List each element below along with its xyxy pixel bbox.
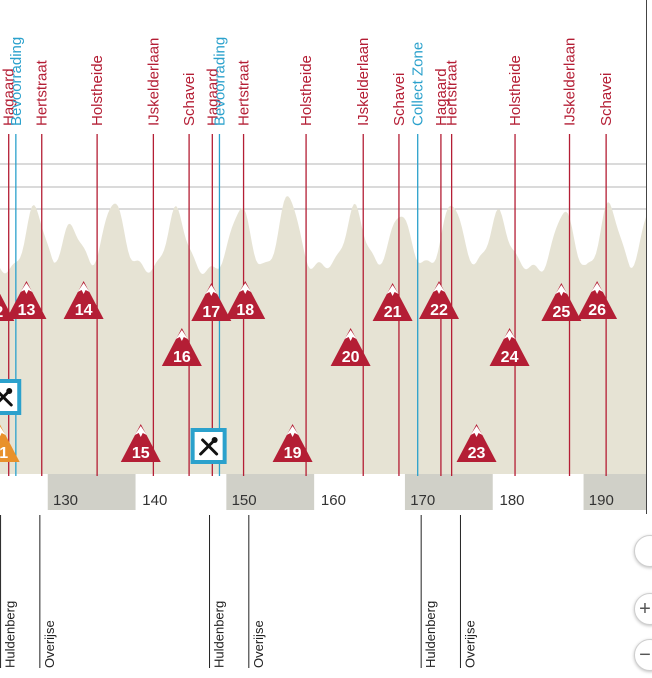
town-label-overijse: Overijse: [42, 620, 57, 668]
climb-marker-15: 15: [120, 424, 161, 462]
climbs: 11 12 13 14 15 16 17 18 19 20 21 22 23 24 25 26: [0, 281, 618, 462]
mountain-icon: [433, 283, 446, 294]
mountain-icon: [134, 426, 147, 437]
km-tick-label: 190: [589, 492, 614, 509]
town-label-overijse: Overijse: [462, 620, 477, 668]
route-label-ijskelderlaan: IJskelderlaan: [562, 38, 579, 126]
km-tick-label: 160: [321, 492, 346, 509]
plus-icon: +: [639, 597, 651, 620]
mountain-icon: [591, 283, 604, 294]
mountain-icon: [0, 426, 6, 437]
feed-zones: [0, 379, 227, 464]
route-label-holstheide: Holstheide: [89, 55, 106, 126]
route-label-ijskelderlaan: IJskelderlaan: [145, 38, 162, 126]
mountain-icon: [470, 426, 483, 437]
climb-number: 17: [202, 304, 220, 321]
climb-marker-21: 21: [372, 283, 413, 321]
route-label-hagaard: Hagaard: [204, 68, 221, 126]
mountain-icon: [286, 426, 299, 437]
km-tick-labels: 130 140 150 160 170 180 190: [46, 474, 614, 510]
climb-number: 13: [18, 302, 36, 319]
km-tick-label: 130: [53, 492, 78, 509]
route-label-hagaard: Hagaard: [1, 68, 18, 126]
climb-number: 20: [342, 349, 360, 366]
climb-marker-19: 19: [272, 424, 313, 462]
climb-number: 25: [552, 304, 570, 321]
route-label-schavei: Schavei: [391, 73, 408, 126]
climb-number: 16: [173, 349, 191, 366]
mountain-icon: [503, 330, 516, 341]
climb-marker-25: 25: [541, 283, 582, 321]
climb-number: 23: [468, 445, 486, 462]
town-label-huldenberg: Huldenberg: [423, 601, 438, 668]
elevation-profile: [0, 196, 646, 474]
climb-number: 26: [588, 302, 606, 319]
town-label-huldenberg: Huldenberg: [3, 601, 18, 668]
climb-marker-11: 11: [0, 424, 20, 462]
gridlines: [0, 163, 646, 210]
km-axis: [0, 474, 646, 510]
km-tick-label: 150: [232, 492, 257, 509]
km-tick-label: 140: [142, 492, 167, 509]
km-tick-label: 170: [410, 492, 435, 509]
route-label-hertstraat: Hertstraat: [34, 59, 51, 126]
climb-marker-13: 13: [6, 281, 47, 319]
climb-number: 11: [0, 445, 8, 462]
mountain-icon: [386, 285, 399, 296]
fork-knife-icon: [0, 379, 22, 415]
route-label-bevoorrading: Bevoorrading: [211, 37, 228, 126]
mountain-icon: [205, 285, 218, 296]
route-label-holstheide: Holstheide: [298, 55, 315, 126]
climb-marker-23: 23: [456, 424, 497, 462]
climb-marker-20: 20: [330, 328, 371, 366]
climb-marker-24: 24: [489, 328, 530, 366]
climb-number: 21: [384, 304, 402, 321]
route-label-schavei: Schavei: [181, 73, 198, 126]
km-tick-label: 180: [500, 492, 525, 509]
mountain-icon: [77, 283, 90, 294]
mountain-icon: [344, 330, 357, 341]
town-label-huldenberg: Huldenberg: [212, 601, 227, 668]
climb-marker-22: 22: [419, 281, 460, 319]
route-label-hertstraat: Hertstraat: [444, 59, 461, 126]
climb-number: 12: [0, 304, 3, 321]
route-label-holstheide: Holstheide: [507, 55, 524, 126]
climb-number: 15: [132, 445, 150, 462]
town-label-overijse: Overijse: [251, 620, 266, 668]
route-label-hagaard: Hagaard: [433, 68, 450, 126]
climb-marker-17: 17: [191, 283, 232, 321]
route-label-collect-zone: Collect Zone: [410, 42, 427, 126]
route-label-ijskelderlaan: IJskelderlaan: [355, 38, 372, 126]
town-labels: Huldenberg Overijse Huldenberg Overijse Huld…: [0, 515, 477, 668]
climb-number: 18: [236, 302, 254, 319]
climb-number: 14: [75, 302, 93, 319]
climb-marker-18: 18: [225, 281, 266, 319]
mountain-icon: [239, 283, 252, 294]
minus-icon: −: [639, 643, 651, 666]
mountain-icon: [20, 283, 33, 294]
climb-marker-16: 16: [161, 328, 202, 366]
mountain-icon: [555, 285, 568, 296]
climb-marker-26: 26: [577, 281, 618, 319]
climb-number: 22: [430, 302, 448, 319]
climb-number: 24: [501, 349, 519, 366]
climb-number: 19: [284, 445, 302, 462]
climb-marker-14: 14: [63, 281, 104, 319]
mountain-icon: [175, 330, 188, 341]
route-label-bevoorrading: Bevoorrading: [8, 37, 25, 126]
route-label-hertstraat: Hertstraat: [236, 59, 253, 126]
fork-knife-icon: [190, 428, 227, 464]
route-labels: SchaveiHagaardBevoorradingHertstraatHols…: [1, 37, 615, 126]
route-label-schavei: Schavei: [598, 73, 615, 126]
